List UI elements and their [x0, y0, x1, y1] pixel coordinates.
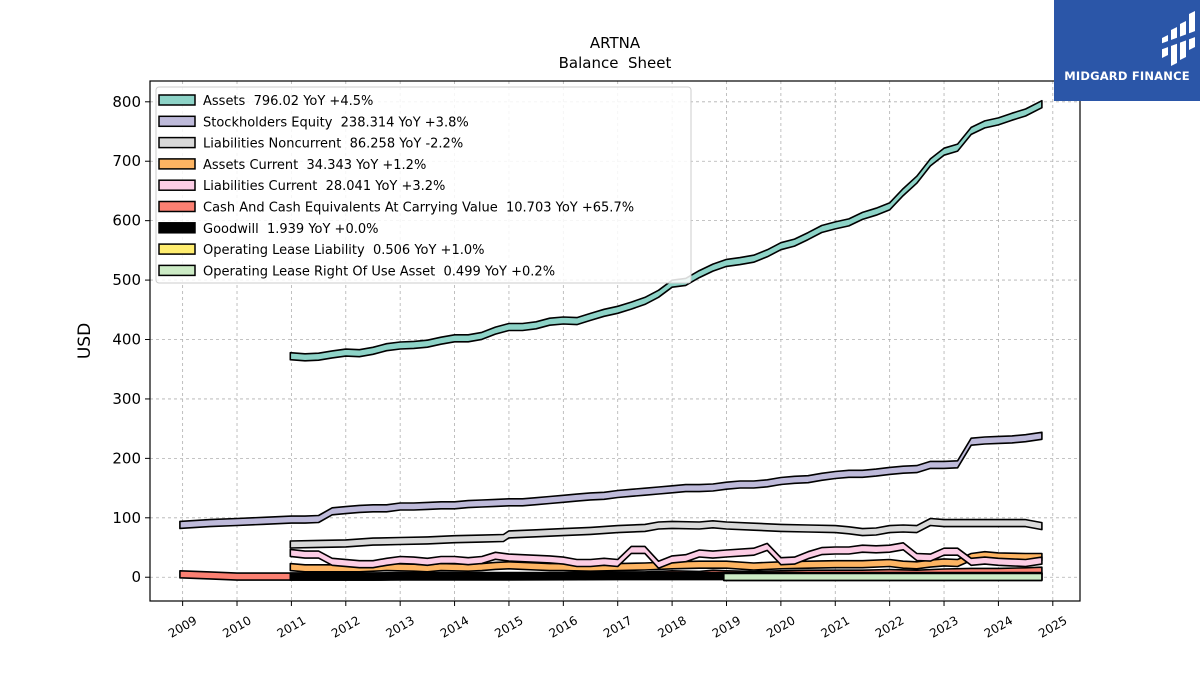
y-axis: 0 100 200 300 400 500 600 700 800 — [112, 93, 150, 586]
legend: Assets 796.02 YoY +4.5% Stockholders Equi… — [155, 86, 692, 284]
y-tick-label: 400 — [112, 331, 141, 349]
x-tick-label: 2013 — [383, 613, 416, 640]
y-axis-label: USD — [75, 323, 95, 359]
x-tick-label: 2019 — [710, 613, 743, 640]
chart-title: ARTNA — [590, 34, 641, 52]
brand-mark-icon — [1160, 11, 1198, 66]
legend-swatch — [158, 115, 196, 128]
chart-subtitle: Balance Sheet — [559, 54, 672, 72]
y-tick-label: 800 — [112, 93, 141, 111]
x-tick-label: 2016 — [547, 613, 580, 640]
brand-logo: MIDGARD FINANCE — [1054, 0, 1200, 101]
legend-swatch — [158, 158, 196, 170]
legend-entry: Stockholders Equity 238.314 YoY +3.8% — [203, 115, 469, 130]
y-tick-label: 300 — [112, 390, 141, 408]
legend-swatch — [158, 200, 196, 213]
series-band — [723, 572, 1043, 582]
series-band — [289, 99, 1043, 362]
y-tick-label: 100 — [112, 509, 141, 527]
x-tick-label: 2021 — [819, 613, 852, 640]
x-tick-label: 2020 — [764, 613, 797, 640]
x-tick-label: 2017 — [601, 613, 634, 640]
y-tick-label: 500 — [112, 271, 141, 289]
legend-entry: Assets 796.02 YoY +4.5% — [203, 94, 373, 109]
x-tick-label: 2012 — [329, 613, 362, 640]
legend-entry: Liabilities Current 28.041 YoY +3.2% — [203, 179, 445, 194]
series-band — [179, 431, 1043, 530]
x-tick-label: 2023 — [927, 613, 960, 640]
x-tick-label: 2025 — [1036, 613, 1069, 640]
legend-entry: Operating Lease Right Of Use Asset 0.499… — [203, 264, 555, 279]
x-tick-label: 2018 — [655, 613, 688, 640]
legend-entry: Cash And Cash Equivalents At Carrying Va… — [203, 201, 634, 216]
x-tick-label: 2022 — [873, 613, 906, 640]
legend-swatch — [158, 179, 196, 191]
legend-swatch — [158, 243, 196, 255]
x-tick-label: 2014 — [438, 613, 471, 640]
legend-entry: Goodwill 1.939 YoY +0.0% — [203, 222, 378, 237]
x-tick-label: 2015 — [492, 613, 525, 640]
legend-swatch — [158, 94, 196, 106]
legend-entry: Liabilities Noncurrent 86.258 YoY -2.2% — [203, 137, 463, 152]
x-axis: 2009 2010 2011 2012 2013 2014 2015 2016 2017 2018… — [166, 601, 1070, 641]
legend-swatch — [158, 222, 196, 234]
x-tick-label: 2009 — [166, 613, 199, 640]
series-band — [289, 517, 1043, 549]
plot-frame — [149, 80, 1081, 602]
x-tick-label: 2024 — [982, 613, 1015, 640]
x-tick-label: 2010 — [220, 613, 253, 640]
series-band — [289, 542, 1043, 569]
y-tick-label: 200 — [112, 449, 141, 467]
y-tick-label: 600 — [112, 212, 141, 230]
y-tick-label: 700 — [112, 152, 141, 170]
legend-swatch — [158, 136, 196, 149]
legend-entry: Assets Current 34.343 YoY +1.2% — [203, 158, 426, 173]
legend-entry: Operating Lease Liability 0.506 YoY +1.0… — [203, 243, 484, 258]
brand-name: MIDGARD FINANCE — [1064, 69, 1190, 83]
y-tick-label: 0 — [131, 568, 141, 586]
legend-swatch — [158, 264, 196, 277]
series-group — [179, 99, 1043, 582]
legend-box — [155, 86, 692, 284]
x-tick-label: 2011 — [275, 613, 308, 640]
